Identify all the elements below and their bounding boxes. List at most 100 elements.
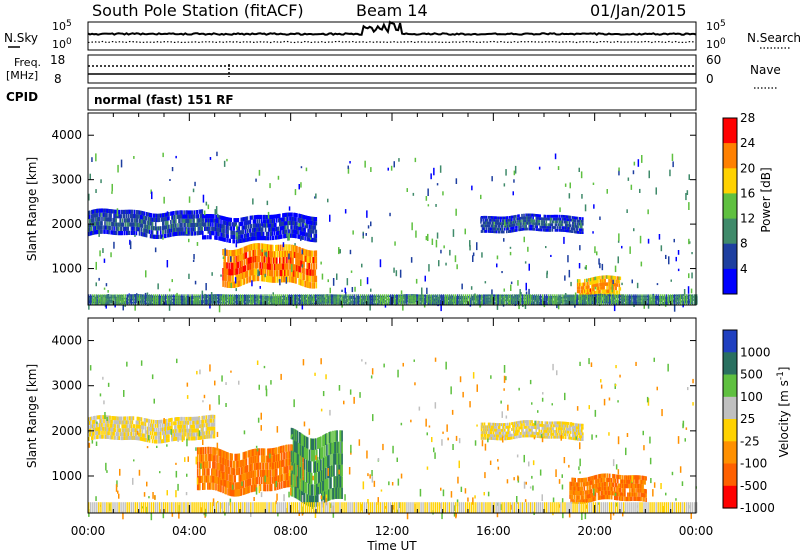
echo-cell <box>202 214 204 219</box>
echo-cell <box>228 269 230 276</box>
echo-cell <box>111 222 113 227</box>
echo-cell <box>492 224 495 228</box>
echo-cell <box>313 238 316 243</box>
echo-cell <box>566 221 569 224</box>
echo-cell <box>504 227 506 231</box>
echo-cell <box>276 218 278 223</box>
echo-cell <box>247 296 249 298</box>
echo-cell <box>212 302 215 304</box>
echo-cell <box>451 295 454 298</box>
echo-cell <box>98 225 100 230</box>
echo-cell <box>573 298 576 300</box>
echo-cell <box>178 231 180 236</box>
echo-cell <box>576 225 579 229</box>
echo-cell <box>261 243 264 250</box>
echo-cell <box>587 296 590 298</box>
echo-cell <box>109 217 111 222</box>
echo-cell <box>308 224 311 229</box>
echo-cell <box>439 301 442 303</box>
echo-cell <box>173 215 175 220</box>
echo-cell <box>287 250 289 257</box>
echo-cell <box>212 222 214 227</box>
echo-cell <box>233 249 236 257</box>
echo-cell <box>411 295 413 298</box>
echo-cell <box>576 222 579 226</box>
echo-cell <box>483 227 486 230</box>
echo-cell <box>129 297 132 299</box>
echo-cell <box>263 214 266 220</box>
echo-cell <box>189 223 191 228</box>
echo-cell <box>589 278 591 282</box>
echo-cell <box>113 226 115 231</box>
echo-cell <box>613 302 616 305</box>
echo-cell <box>554 226 557 229</box>
echo-cell <box>256 214 259 220</box>
echo-cell <box>571 216 574 219</box>
echo-cell <box>221 236 223 242</box>
echo-cell <box>526 301 529 303</box>
echo-cell <box>253 256 256 263</box>
echo-cell <box>332 299 334 301</box>
echo-cell <box>290 225 292 230</box>
echo-cell <box>164 302 166 304</box>
echo-cell <box>582 220 584 223</box>
echo-cell <box>551 297 553 300</box>
echo-cell <box>482 218 485 222</box>
echo-cell <box>217 219 219 224</box>
echo-cell <box>608 282 610 286</box>
echo-cell <box>104 225 106 230</box>
echo-cell <box>158 213 161 218</box>
echo-cell <box>157 300 160 302</box>
echo-cell <box>227 217 229 222</box>
echo-cell <box>175 231 177 236</box>
echo-cell <box>196 214 199 219</box>
echo-cell <box>299 218 301 223</box>
echo-cell <box>310 225 313 230</box>
echo-cell <box>515 229 517 232</box>
echo-cell <box>595 302 598 304</box>
echo-cell <box>604 282 606 286</box>
echo-cell <box>163 230 165 235</box>
echo-cell <box>273 296 276 298</box>
echo-cell <box>348 299 351 301</box>
echo-cell <box>597 286 599 291</box>
echo-cell <box>599 289 601 294</box>
echo-cell <box>502 299 505 301</box>
echo-cell <box>235 255 238 263</box>
echo-cell <box>172 295 174 298</box>
echo-cell <box>145 294 148 297</box>
echo-cell <box>514 220 516 224</box>
echo-cell <box>553 300 555 303</box>
echo-cell <box>294 233 296 239</box>
echo-cell <box>262 236 265 241</box>
echo-cell <box>299 302 302 305</box>
echo-cell <box>495 230 498 234</box>
echo-cell <box>268 227 271 232</box>
echo-cell <box>188 227 190 232</box>
echo-cell <box>332 302 334 304</box>
echo-cell <box>119 214 122 219</box>
echo-cell <box>192 227 195 232</box>
echo-cell <box>495 216 498 220</box>
echo-cell <box>273 299 276 301</box>
echo-cell <box>138 223 141 228</box>
echo-cell <box>182 298 184 301</box>
echo-cell <box>222 302 225 304</box>
echo-cell <box>330 302 332 304</box>
echo-cell <box>551 302 553 304</box>
echo-cell <box>269 299 272 301</box>
echo-cell <box>267 236 270 241</box>
echo-cell <box>199 222 202 227</box>
echo-cell <box>200 301 203 304</box>
echo-cell <box>297 230 299 235</box>
echo-cell <box>451 300 454 302</box>
echo-cell <box>527 221 529 225</box>
echo-cell <box>166 220 168 226</box>
echo-cell <box>602 282 604 286</box>
echo-cell <box>251 236 254 241</box>
echo-cell <box>352 296 355 298</box>
echo-cell <box>88 210 90 215</box>
echo-cell <box>407 295 409 298</box>
echo-cell <box>549 302 551 304</box>
echo-cell <box>119 296 122 299</box>
